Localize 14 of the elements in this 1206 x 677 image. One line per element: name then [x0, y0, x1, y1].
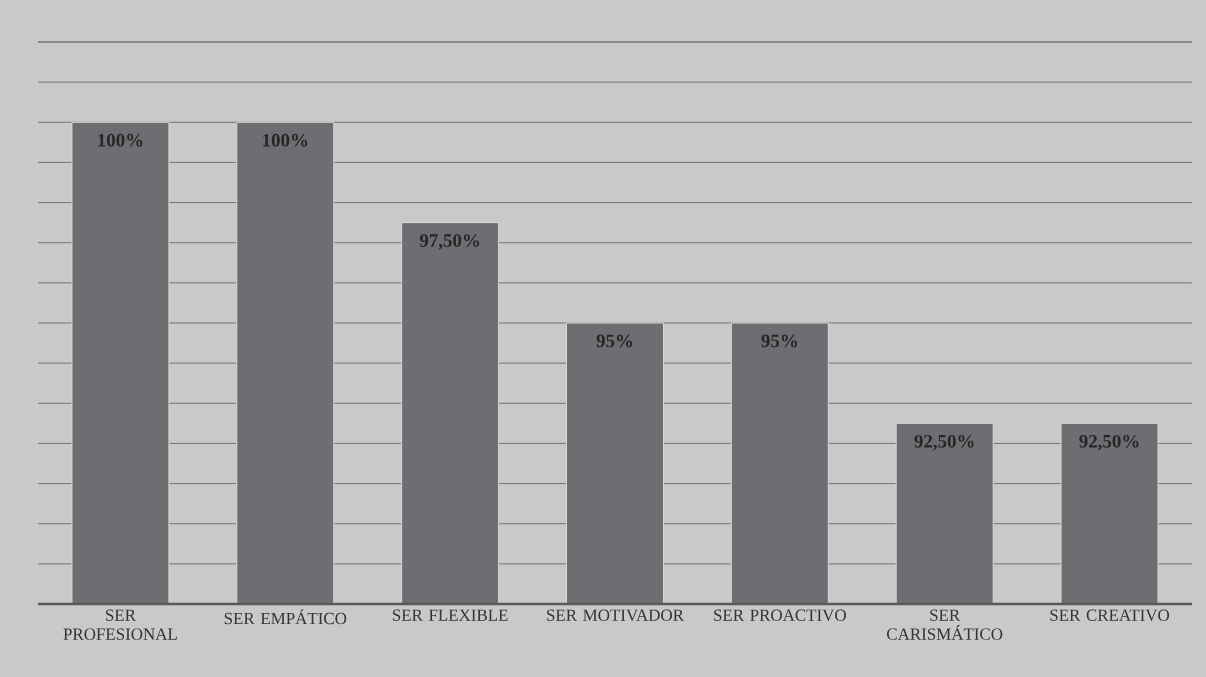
x-tick-label: SER MOTIVADOR: [547, 609, 684, 621]
data-label: 100%: [263, 133, 308, 147]
x-tick-label: SER CREATIVO: [1050, 609, 1170, 621]
x-tick-label: SER FLEXIBLE: [392, 609, 508, 621]
x-tick-label: SER PROACTIVO: [714, 609, 846, 621]
x-tick-label: SER PROFESIONAL: [63, 609, 177, 640]
data-label: 97,50%: [419, 234, 480, 250]
data-label: 95%: [761, 334, 797, 348]
x-tick-label: SER EMPÁTICO: [224, 609, 347, 625]
data-label: 100%: [98, 133, 143, 147]
data-label: 95%: [596, 334, 633, 348]
data-label: 92,50%: [1079, 434, 1139, 451]
data-label: 92,50%: [914, 434, 974, 451]
x-tick-label: SER CARISMÁTICO: [887, 609, 1003, 640]
